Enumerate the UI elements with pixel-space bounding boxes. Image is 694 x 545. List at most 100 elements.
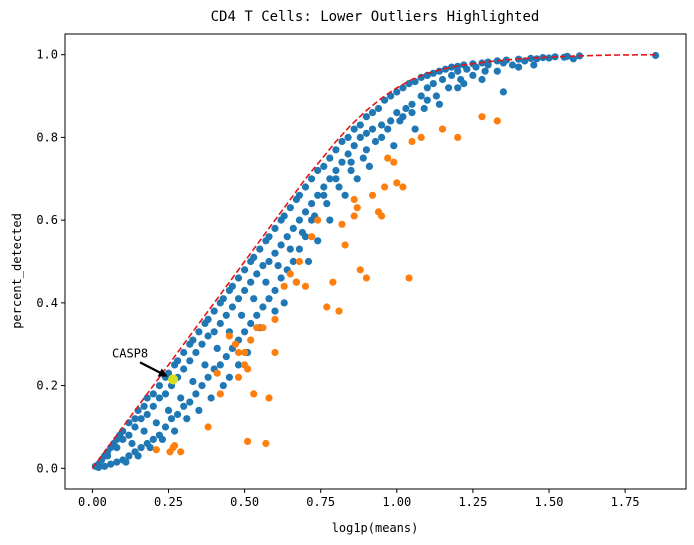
outlier-point [292,278,300,286]
main-point [527,54,535,63]
outlier-point [244,365,252,373]
main-point [402,104,410,113]
chart-title: CD4 T Cells: Lower Outliers Highlighted [211,9,540,25]
main-point [332,175,340,183]
main-point [259,303,267,311]
main-point [241,266,249,274]
main-point [423,84,431,92]
main-point [408,109,416,117]
main-point [308,200,316,208]
main-point [204,332,212,340]
main-point [378,121,386,129]
main-point [314,166,322,175]
axes-frame [64,33,687,490]
main-point [149,390,157,398]
main-point [454,67,462,75]
main-point [286,204,294,212]
main-point [289,257,297,266]
main-point [326,175,334,183]
main-point [265,233,273,241]
main-point [155,382,163,390]
outlier-point [177,448,185,456]
main-point [338,158,346,166]
main-point [201,361,209,369]
y-tick-label: 0.0 [36,461,58,475]
main-point [399,84,407,92]
outlier-point [234,348,243,357]
main-point [204,373,212,381]
main-point [113,444,121,452]
main-point [338,137,346,146]
main-point [356,121,364,129]
main-point [344,150,352,158]
main-point [161,390,170,398]
x-tick-label: 0.00 [78,495,107,509]
outlier-point [438,125,447,133]
main-point [445,84,453,92]
outlier-point [262,439,270,448]
main-point [454,84,462,92]
main-point [140,427,148,435]
main-point [134,452,142,460]
main-point [125,431,133,439]
main-point [192,390,200,398]
main-point [271,224,279,232]
main-point [241,286,249,295]
main-point [186,357,194,365]
x-tick-label: 1.50 [535,495,564,509]
main-point [140,402,148,410]
main-point [435,100,443,108]
main-point [493,67,501,75]
y-axis-ticks: 0.0 0.2 0.4 0.6 0.8 1.0 [36,48,65,475]
main-point [408,100,416,108]
outlier-point [231,340,240,348]
main-point [198,340,206,348]
main-point [304,257,313,266]
outlier-point [314,216,322,224]
main-point [228,282,236,290]
main-point [314,191,322,199]
main-point [387,117,395,125]
main-point [289,224,297,232]
outlier-point [247,336,255,344]
main-point [387,92,395,100]
main-point [320,183,328,191]
main-point [180,365,188,373]
main-point [189,377,197,386]
main-point [271,286,279,295]
main-point [198,382,206,390]
y-tick-label: 0.8 [36,130,58,144]
outlier-point [280,282,288,290]
fit-line [91,53,656,469]
main-point [222,353,230,361]
main-point [137,415,145,423]
outlier-point [399,183,407,191]
main-point [155,394,163,402]
main-point [131,423,139,431]
main-point [271,249,279,257]
main-point [323,200,331,208]
main-point [347,158,355,166]
main-point [362,146,370,154]
main-point [481,67,489,75]
main-point [137,444,145,452]
main-point [247,278,255,286]
main-point [250,295,258,303]
main-point [301,183,310,191]
outlier-point [381,183,389,191]
main-point [393,88,401,96]
main-point [131,415,139,423]
main-point [152,419,160,427]
main-point [298,228,306,237]
main-point [283,233,291,241]
main-point [411,125,419,133]
outlier-point [393,179,401,187]
main-point [174,357,182,365]
main-point [277,241,285,249]
main-point [295,245,303,253]
main-point [371,137,380,146]
main-point [393,109,401,117]
outlier-point [301,282,310,290]
main-point [174,410,182,419]
main-point [478,75,486,84]
